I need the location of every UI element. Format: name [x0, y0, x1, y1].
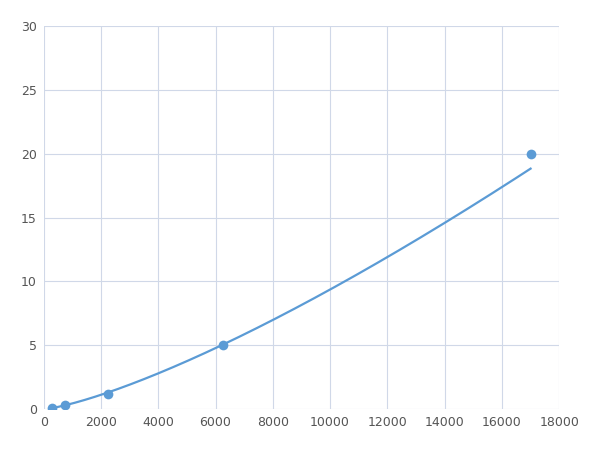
Point	[61, 402, 70, 409]
Point	[218, 342, 227, 349]
Point	[103, 390, 113, 397]
Point	[47, 405, 57, 412]
Point	[526, 150, 535, 157]
